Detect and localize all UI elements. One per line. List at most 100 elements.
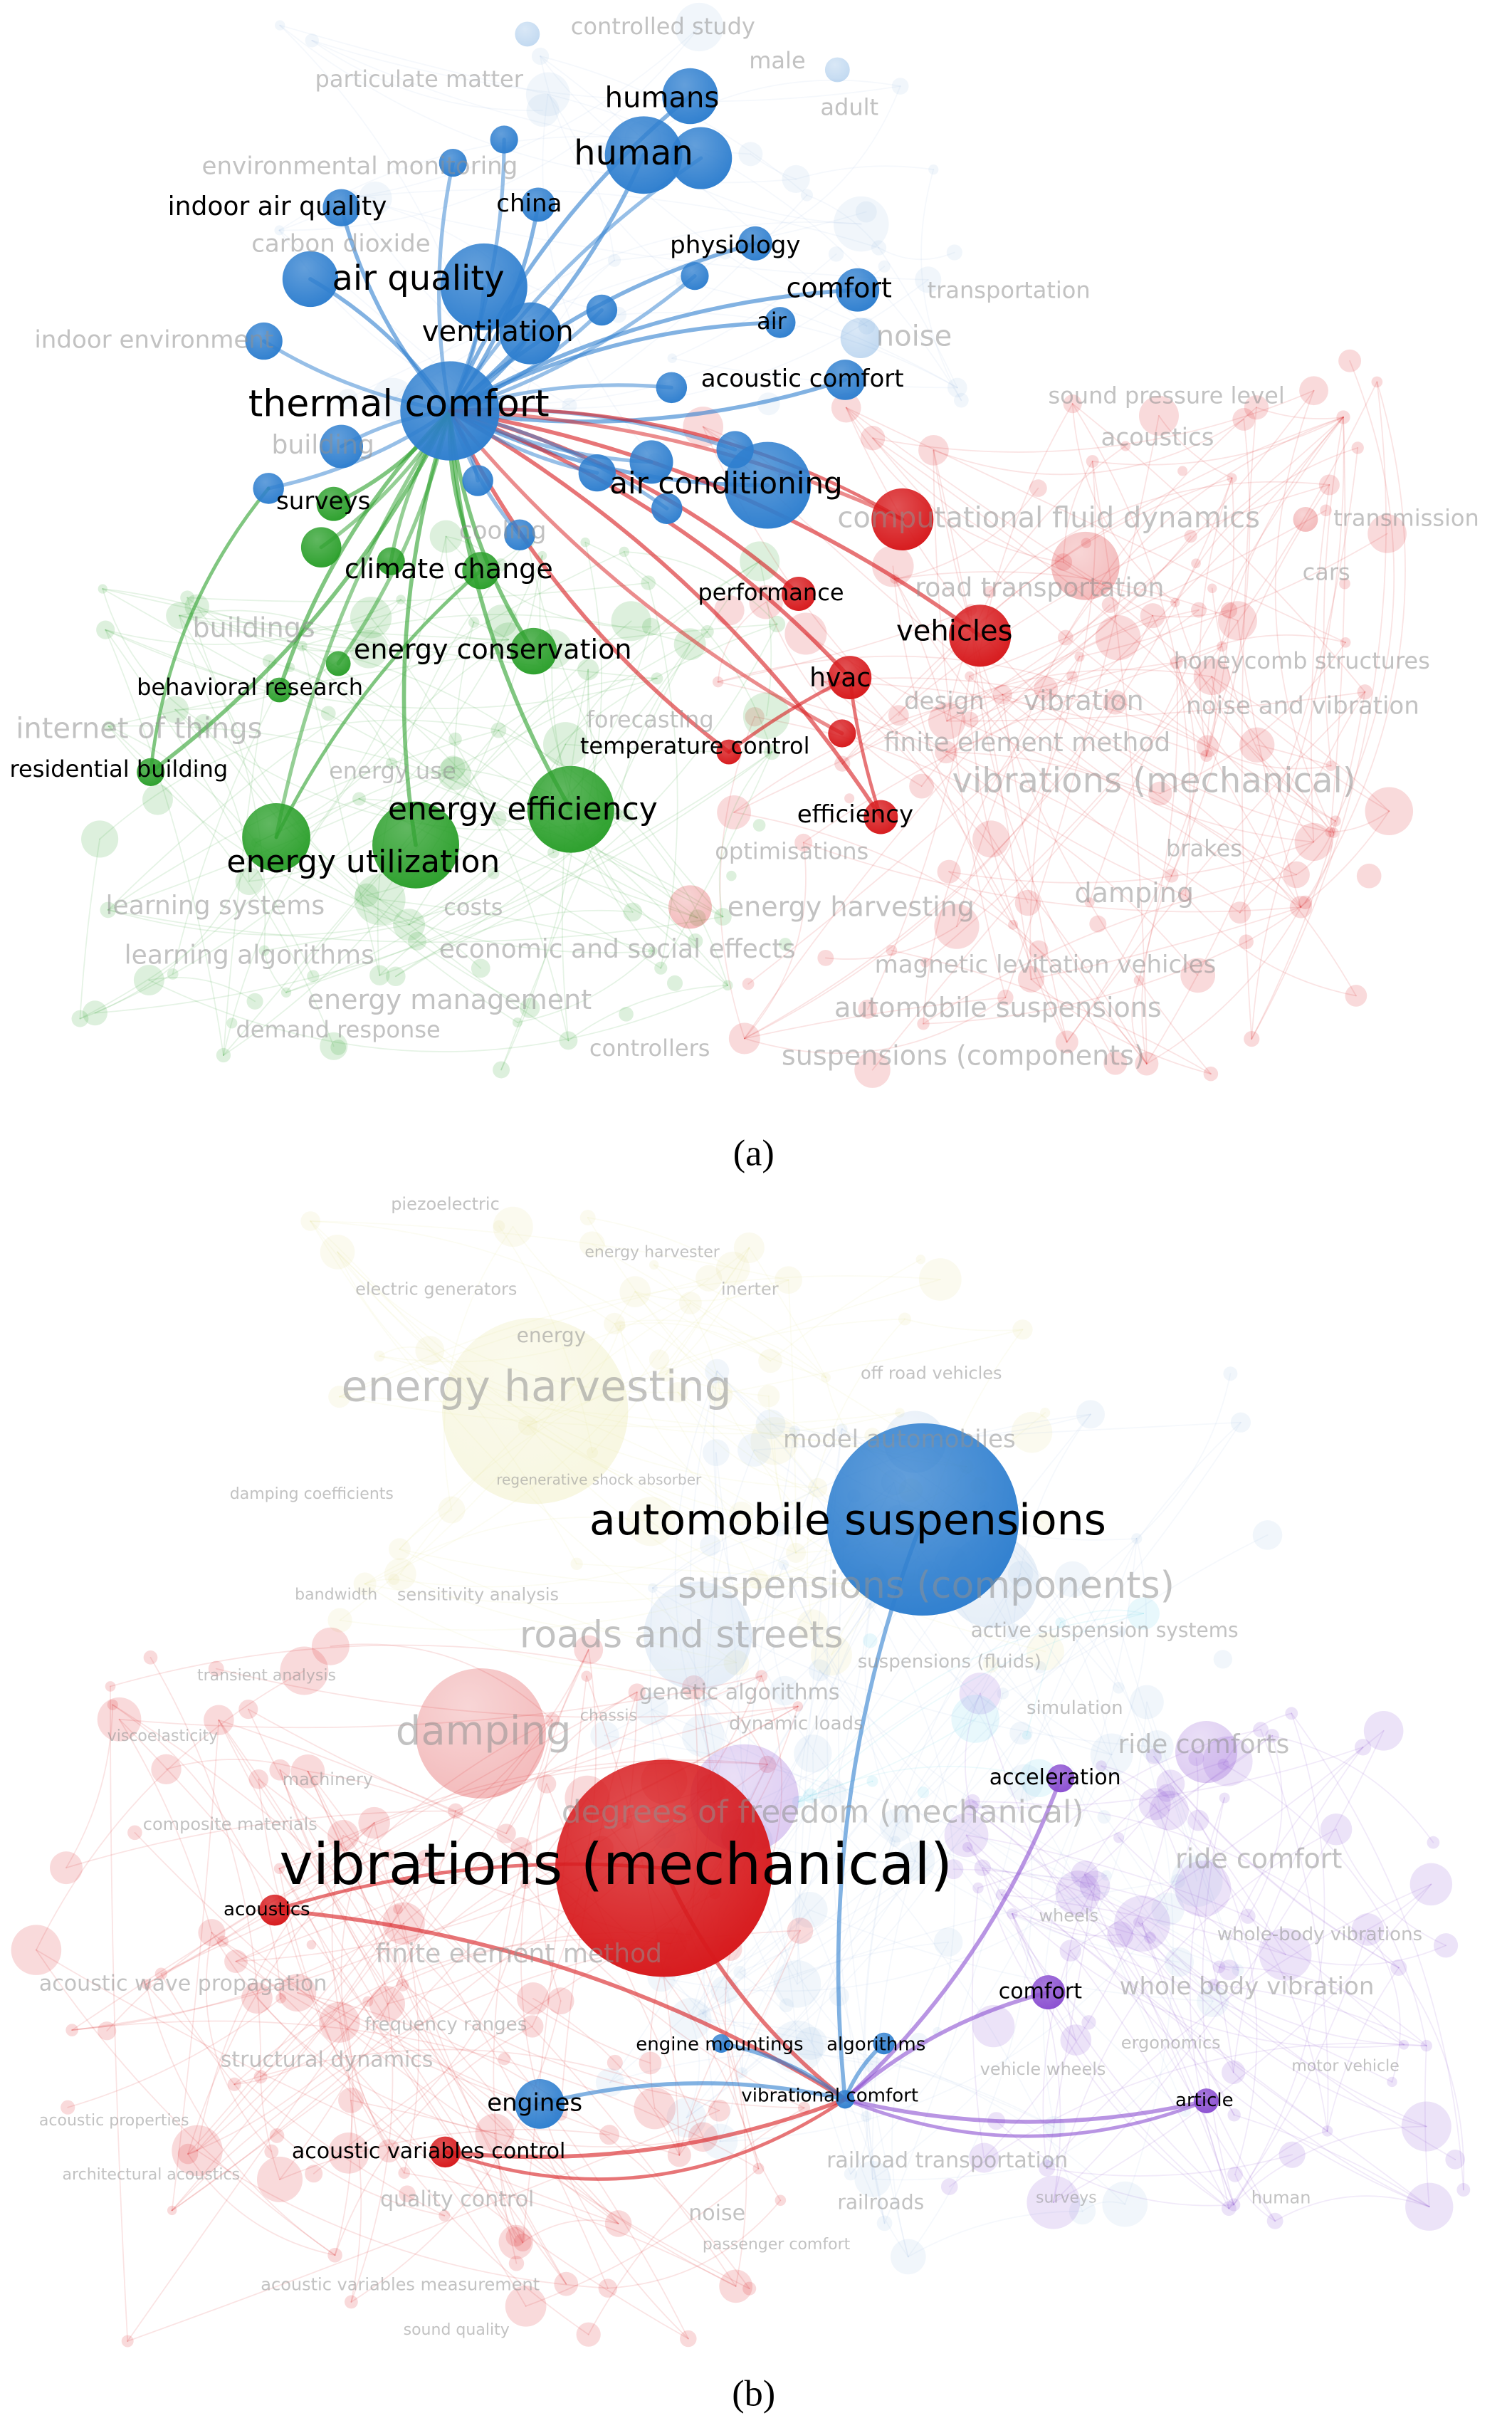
background-node	[1345, 985, 1367, 1007]
background-node	[1074, 652, 1085, 662]
background-node	[180, 590, 195, 605]
background-edge	[677, 1391, 819, 1489]
background-edge	[223, 639, 510, 1056]
background-node	[468, 617, 480, 628]
background-edge	[107, 551, 625, 911]
background-node	[836, 1423, 848, 1435]
background-edge	[196, 2150, 609, 2289]
background-edge	[279, 24, 490, 399]
background-node	[278, 1974, 317, 2012]
background-edge	[718, 751, 773, 918]
background-node	[772, 1522, 787, 1537]
background-edge	[634, 1279, 789, 1302]
background-node	[269, 1759, 291, 1781]
background-edge	[587, 1217, 734, 1270]
background-edge	[665, 1373, 770, 1397]
background-edge	[565, 743, 773, 753]
background-node	[1328, 827, 1339, 838]
background-node	[654, 961, 668, 975]
background-node	[800, 189, 814, 202]
background-node	[1253, 1722, 1269, 1738]
background-edge	[1271, 1734, 1434, 1843]
background-edge	[686, 1732, 1022, 2119]
background-node	[1029, 479, 1047, 497]
background-edge	[719, 1329, 1024, 1395]
background-edge	[1218, 1966, 1427, 2047]
background-edge	[71, 1691, 638, 2031]
background-edge	[1424, 2045, 1430, 2208]
background-edge	[744, 997, 1007, 1054]
background-edge	[945, 751, 1302, 908]
keyword-label-sound-quality: sound quality	[404, 2321, 510, 2339]
background-node	[1229, 901, 1251, 924]
background-edge	[946, 535, 1192, 722]
background-edge	[933, 449, 1007, 998]
controlled-study-node	[515, 21, 540, 47]
automobile-suspensions-node	[826, 1423, 1019, 1616]
keyword-node	[245, 322, 283, 360]
background-node	[1079, 1870, 1111, 1902]
keyword-label-dynamic-loads: dynamic loads	[729, 1713, 863, 1734]
background-edge	[946, 445, 1126, 722]
background-edge	[1045, 688, 1331, 833]
background-node	[172, 2125, 223, 2177]
background-edge	[892, 565, 1014, 926]
background-node	[562, 397, 577, 413]
background-node	[1259, 1928, 1312, 1981]
background-node	[580, 537, 590, 548]
keyword-label-energy-harvester: energy harvester	[584, 1243, 720, 1261]
background-edge	[301, 645, 696, 942]
background-edge	[802, 842, 1302, 913]
background-node	[872, 545, 914, 587]
vibrational-comfort-node	[836, 2090, 855, 2109]
background-edge	[351, 26, 700, 199]
background-edge	[565, 560, 761, 745]
background-node	[673, 628, 706, 661]
background-edge	[741, 1603, 871, 2073]
background-node	[273, 1863, 285, 1875]
background-edge	[94, 751, 773, 1014]
background-edge	[850, 1537, 1138, 2175]
background-node	[639, 2051, 662, 2075]
background-edge	[1141, 1922, 1235, 2116]
background-node	[1089, 915, 1107, 933]
background-edge	[172, 666, 291, 975]
keyword-label-human: human	[574, 133, 693, 173]
background-node	[886, 945, 898, 956]
background-edge	[719, 716, 756, 1040]
background-node	[757, 1385, 780, 1408]
background-edge	[970, 1806, 1230, 2209]
background-edge	[741, 1841, 896, 2073]
background-edge	[187, 597, 531, 1009]
background-node	[1357, 684, 1373, 700]
background-node	[408, 931, 427, 951]
background-node	[619, 808, 634, 822]
background-node	[1149, 1790, 1189, 1831]
background-edge	[665, 1247, 750, 1376]
keyword-label-sound-pressure-level: sound pressure level	[1048, 382, 1284, 409]
background-edge	[107, 909, 724, 943]
background-edge	[1213, 1746, 1364, 1986]
background-edge	[1046, 1883, 1432, 2170]
background-node	[700, 1696, 711, 1707]
background-node	[736, 2067, 748, 2078]
keyword-label-efficiency: efficiency	[797, 800, 913, 829]
indoor-air-quality-node	[322, 189, 360, 226]
keyword-label-acoustic-properties: acoustic properties	[39, 2112, 189, 2130]
keyword-label-magnetic-levitation-vehicles: magnetic levitation vehicles	[875, 951, 1217, 979]
background-node	[1320, 1813, 1353, 1846]
background-edge	[967, 1846, 1002, 1895]
background-edge	[1241, 407, 1257, 1040]
background-node	[635, 1692, 668, 1726]
background-edge	[379, 852, 555, 976]
background-node	[475, 2113, 515, 2153]
background-edge	[1228, 2125, 1427, 2209]
background-node	[702, 1439, 730, 1467]
edge-acoustic-variables-control	[443, 2097, 848, 2160]
background-edge	[686, 1752, 814, 2119]
background-edge	[107, 726, 257, 844]
background-edge	[1141, 1922, 1276, 2222]
roads-and-streets-node	[644, 1581, 752, 1690]
background-node	[789, 1425, 800, 1437]
background-edge	[1326, 1967, 1400, 2132]
